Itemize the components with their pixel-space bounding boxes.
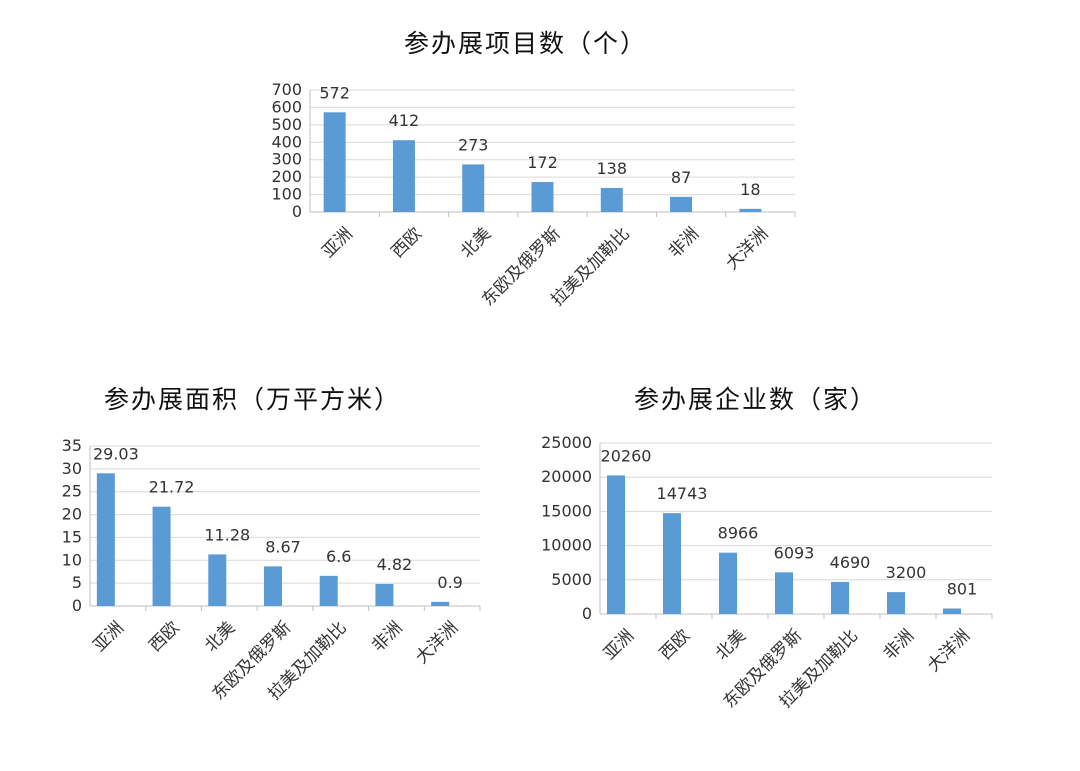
y-tick-label: 25000	[541, 433, 592, 452]
bar	[600, 187, 623, 212]
data-label: 172	[527, 153, 558, 172]
gridlines	[90, 445, 480, 584]
data-label: 6093	[774, 543, 815, 562]
y-tick-label: 500	[271, 115, 302, 134]
data-label: 87	[671, 168, 691, 187]
data-label: 8966	[718, 524, 759, 543]
bar	[319, 575, 338, 606]
y-tick-label: 30	[62, 459, 82, 478]
bar	[775, 572, 793, 614]
bar	[375, 583, 394, 606]
bar	[462, 164, 485, 212]
bar	[531, 182, 554, 212]
y-tick-label: 700	[271, 80, 302, 99]
bar	[607, 475, 625, 614]
bar	[663, 513, 681, 614]
category-label: 北美	[201, 618, 239, 656]
y-tick-label: 100	[271, 185, 302, 204]
category-label: 大洋洲	[722, 224, 772, 274]
bar	[323, 112, 346, 212]
gridlines	[310, 89, 795, 196]
bar	[392, 140, 415, 212]
y-tick-label: 5	[72, 573, 82, 592]
category-label: 非洲	[368, 618, 406, 656]
data-label: 0.9	[437, 573, 462, 592]
y-tick-label: 300	[271, 150, 302, 169]
y-tick-label: 25	[62, 482, 82, 501]
y-tick-label: 15	[62, 527, 82, 546]
y-tick-label: 0	[72, 596, 82, 615]
category-label: 大洋洲	[412, 618, 462, 668]
y-tick-label: 10000	[541, 536, 592, 555]
data-label: 21.72	[149, 478, 195, 497]
category-label: 亚洲	[600, 626, 638, 664]
bar	[943, 608, 961, 614]
bar	[831, 581, 849, 614]
category-label: 西欧	[656, 626, 694, 664]
bar	[208, 554, 227, 606]
category-label: 西欧	[145, 618, 183, 656]
y-tick-label: 20	[62, 505, 82, 524]
bar	[152, 506, 171, 606]
data-label: 29.03	[93, 444, 139, 463]
data-label: 138	[597, 159, 628, 178]
category-label: 北美	[712, 626, 750, 664]
data-label: 20260	[601, 446, 652, 465]
companies-bar-chart: 0 5000 10000 15000 20000 25000 20260 亚洲 14743 西欧 8…	[541, 433, 993, 712]
category-label: 非洲	[880, 626, 918, 664]
data-label: 8.67	[265, 537, 301, 556]
data-label: 4.82	[377, 555, 413, 574]
category-label: 大洋洲	[924, 626, 974, 676]
data-label: 6.6	[326, 547, 351, 566]
bar	[887, 592, 905, 614]
y-tick-label: 15000	[541, 501, 592, 520]
data-label: 572	[319, 83, 350, 102]
y-tick-label: 0	[292, 202, 302, 221]
bar	[739, 208, 762, 212]
data-label: 273	[458, 135, 489, 154]
data-label: 412	[389, 111, 420, 130]
y-tick-label: 0	[582, 604, 592, 623]
y-tick-label: 200	[271, 167, 302, 186]
category-label: 北美	[457, 224, 495, 262]
y-tick-label: 35	[62, 436, 82, 455]
category-label: 亚洲	[90, 618, 128, 656]
bar	[670, 196, 693, 212]
y-tick-label: 400	[271, 132, 302, 151]
data-label: 11.28	[204, 525, 250, 544]
data-label: 18	[740, 180, 760, 199]
data-label: 4690	[830, 553, 871, 572]
data-label: 14743	[657, 484, 708, 503]
bar	[719, 552, 737, 614]
chart-title-companies: 参办展企业数（家）	[634, 385, 878, 414]
y-tick-label: 10	[62, 550, 82, 569]
bar	[96, 473, 115, 606]
y-tick-label: 5000	[551, 570, 592, 589]
category-label: 非洲	[665, 224, 703, 262]
y-tick-label: 20000	[541, 467, 592, 486]
category-label: 西欧	[388, 224, 426, 262]
data-label: 3200	[886, 563, 927, 582]
chart-title-projects: 参办展项目数（个）	[404, 29, 648, 58]
category-label: 亚洲	[318, 224, 356, 262]
bar	[264, 566, 282, 606]
y-tick-label: 600	[271, 97, 302, 116]
chart-title-area: 参办展面积（万平方米）	[104, 385, 402, 414]
data-label: 801	[947, 580, 978, 599]
bar	[431, 601, 450, 606]
